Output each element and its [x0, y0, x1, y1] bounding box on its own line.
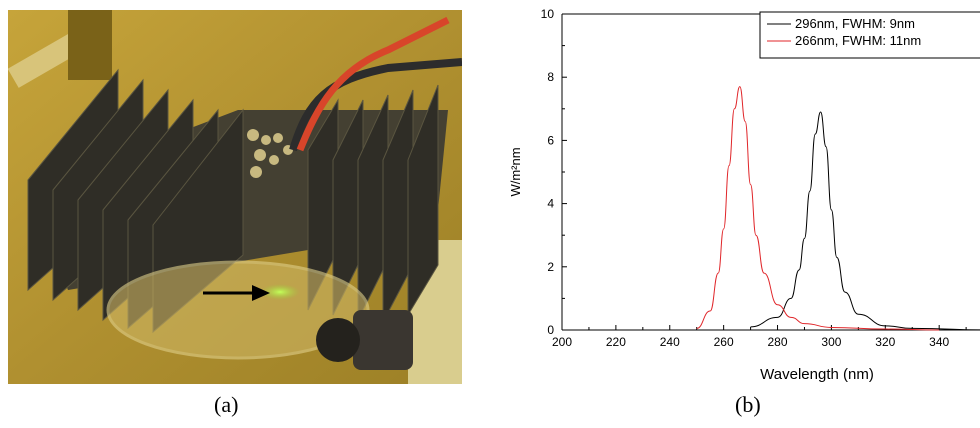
y-tick-label: 6	[547, 133, 554, 147]
knob-screw	[316, 318, 360, 362]
y-tick-label: 4	[547, 197, 554, 211]
heatsink-fins-left	[27, 68, 244, 334]
caption-b: (b)	[735, 392, 761, 417]
x-tick-label: 220	[606, 335, 626, 349]
x-tick-label: 340	[929, 335, 949, 349]
caption-a: (a)	[214, 392, 239, 417]
y-tick-label: 2	[547, 260, 554, 274]
arrow-right-icon	[203, 285, 270, 301]
x-tick-label: 300	[821, 335, 841, 349]
red-wire	[296, 16, 450, 152]
chart-series	[696, 86, 980, 331]
x-tick-label: 200	[552, 335, 572, 349]
x-tick-label: 240	[660, 335, 680, 349]
y-tick-label: 8	[547, 70, 554, 84]
legend-box	[759, 11, 980, 59]
chart-legend: 296nm, FWHM: 9nm 266nm, FWHM: 11nm	[759, 11, 980, 59]
clamp-top	[68, 10, 112, 80]
photo-panel-a	[8, 10, 462, 384]
spectrum-chart: 2002202402602803003203403600246810 296nm…	[508, 7, 980, 383]
heatsink-fins-right	[307, 84, 439, 323]
green-spot	[260, 284, 300, 300]
x-tick-label: 280	[768, 335, 788, 349]
legend-label-0: 296nm, FWHM: 9nm	[795, 16, 915, 31]
y-tick-label: 10	[541, 7, 555, 21]
series-line-0	[750, 111, 980, 331]
x-tick-label: 260	[714, 335, 734, 349]
clamp-knob	[353, 310, 413, 370]
legend-label-1: 266nm, FWHM: 11nm	[795, 33, 921, 48]
chart-axes	[561, 13, 980, 331]
x-axis-label: Wavelength (nm)	[760, 366, 874, 383]
metal-rod-left	[8, 33, 80, 88]
y-tick-label: 0	[547, 323, 554, 337]
y-axis-label: W/m²nm	[508, 147, 523, 196]
chart-ticks: 2002202402602803003203403600246810	[541, 7, 967, 349]
led-connector	[247, 129, 293, 178]
series-line-1	[696, 86, 940, 331]
x-tick-label: 320	[875, 335, 895, 349]
